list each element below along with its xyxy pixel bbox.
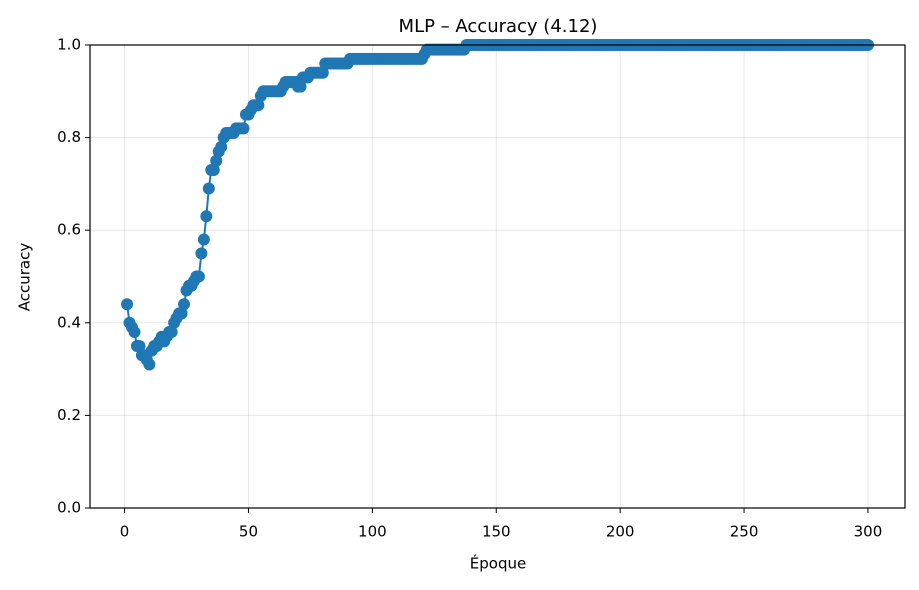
data-point bbox=[121, 298, 134, 311]
x-tick-label: 150 bbox=[482, 523, 511, 541]
data-point bbox=[128, 326, 141, 339]
data-point bbox=[175, 307, 188, 320]
x-tick-label: 0 bbox=[120, 523, 130, 541]
y-tick-label: 0.2 bbox=[57, 406, 81, 424]
data-point bbox=[200, 210, 213, 223]
x-axis-label: Époque bbox=[470, 554, 526, 573]
x-tick-label: 50 bbox=[239, 523, 258, 541]
data-point bbox=[197, 233, 210, 246]
data-point bbox=[215, 140, 228, 153]
data-point bbox=[202, 182, 215, 195]
chart-title: MLP – Accuracy (4.12) bbox=[399, 16, 598, 37]
x-tick-label: 300 bbox=[854, 523, 883, 541]
y-tick-label: 0.6 bbox=[57, 221, 81, 239]
data-point bbox=[133, 339, 146, 352]
data-point bbox=[316, 66, 329, 79]
data-point bbox=[207, 164, 220, 177]
data-point bbox=[210, 154, 223, 167]
x-tick-label: 250 bbox=[730, 523, 759, 541]
data-point bbox=[237, 122, 250, 135]
data-point bbox=[252, 99, 265, 112]
y-axis-label: Accuracy bbox=[16, 243, 34, 312]
data-point bbox=[192, 270, 205, 283]
data-point bbox=[294, 80, 307, 93]
plot-frame bbox=[89, 44, 906, 509]
y-tick-label: 0.8 bbox=[57, 128, 81, 146]
data-point bbox=[195, 247, 208, 260]
y-tick-label: 0.4 bbox=[57, 313, 81, 331]
y-tick-label: 0.0 bbox=[57, 499, 81, 517]
data-point bbox=[165, 326, 178, 339]
x-tick-label: 100 bbox=[358, 523, 387, 541]
x-tick-label: 200 bbox=[606, 523, 635, 541]
data-line bbox=[126, 44, 868, 368]
y-tick-label: 1.0 bbox=[57, 36, 81, 54]
data-point bbox=[178, 298, 191, 311]
data-point bbox=[143, 358, 156, 371]
